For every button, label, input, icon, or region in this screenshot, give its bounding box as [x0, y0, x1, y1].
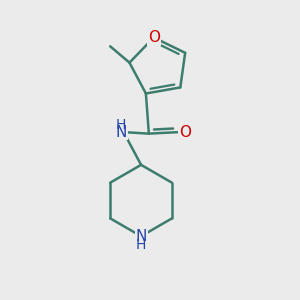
Text: N: N [116, 124, 127, 140]
Text: O: O [148, 30, 160, 45]
Text: H: H [116, 118, 126, 132]
Text: H: H [136, 238, 146, 251]
Text: O: O [179, 124, 191, 140]
Text: N: N [135, 229, 147, 244]
